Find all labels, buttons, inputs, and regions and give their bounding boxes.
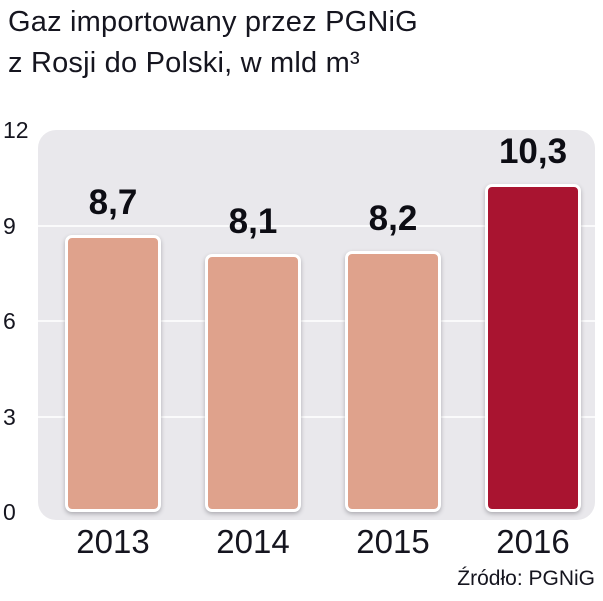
chart-title-line1: Gaz importowany przez PGNiG <box>8 6 418 38</box>
x-tick-label-2016: 2016 <box>496 523 570 560</box>
y-tick-label-0: 0 <box>3 499 16 525</box>
gridline-6 <box>38 320 595 322</box>
x-tick-label-2014: 2014 <box>216 523 290 560</box>
bar-2015 <box>345 250 441 512</box>
bar-value-label-2014: 8,1 <box>228 202 278 242</box>
y-tick-label-6: 6 <box>3 308 16 334</box>
bar-2014 <box>205 254 301 512</box>
y-tick-label-9: 9 <box>3 212 16 239</box>
x-tick-label-2015: 2015 <box>356 523 430 560</box>
bar-value-label-2013: 8,7 <box>88 183 138 223</box>
x-tick-label-2013: 2013 <box>76 523 150 560</box>
source-label: Źródło: PGNiG <box>457 567 595 590</box>
gridline-3 <box>38 415 595 418</box>
gridline-9 <box>38 224 595 227</box>
bar-2016 <box>485 184 581 512</box>
chart-title: Gaz importowany przez PGNiG z Rosji do P… <box>8 2 418 84</box>
bar-value-label-2016: 10,3 <box>498 132 568 172</box>
chart-title-line2: z Rosji do Polski, w mld m³ <box>8 47 360 80</box>
y-tick-label-3: 3 <box>3 403 16 430</box>
y-tick-label-12: 12 <box>3 117 29 143</box>
bar-2013 <box>65 235 161 512</box>
bar-value-label-2015: 8,2 <box>368 198 418 238</box>
